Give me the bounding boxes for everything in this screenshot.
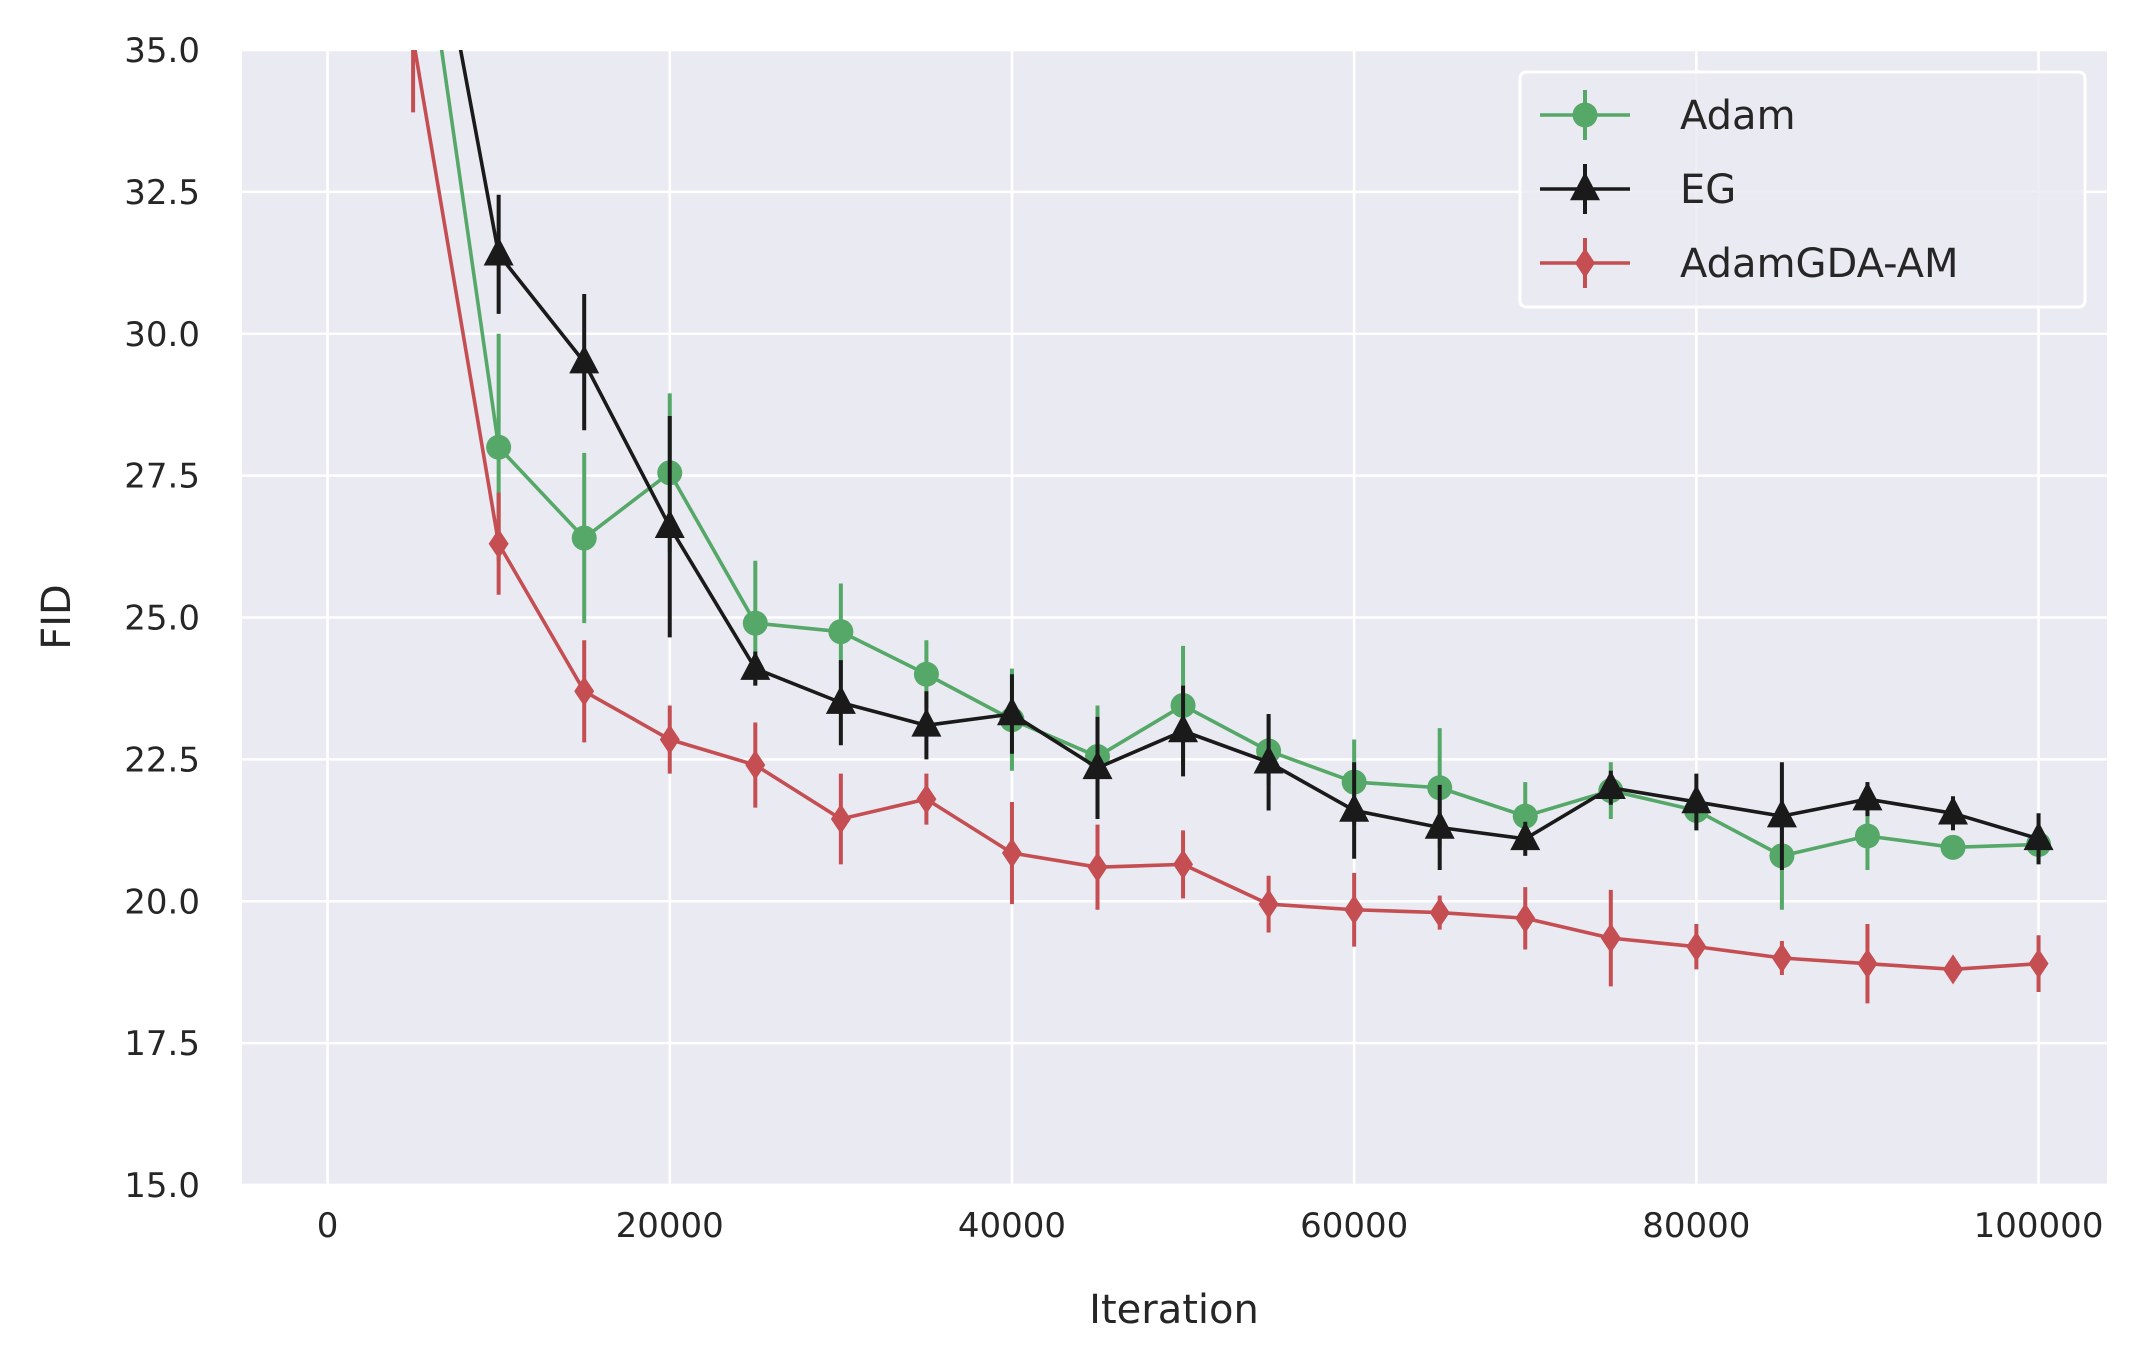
series-eg (458, 50, 2054, 871)
y-axis-label: FID (34, 584, 80, 650)
data-point (1082, 750, 1113, 780)
y-axis-ticks: 15.0 17.5 20.0 22.5 25.0 27.5 30.0 32.5 35.0 (124, 31, 200, 1206)
data-point (1258, 889, 1279, 920)
data-point (1515, 903, 1536, 934)
data-point (2023, 821, 2054, 851)
data-point (1510, 821, 1541, 851)
data-point (1771, 943, 1792, 973)
data-point (911, 708, 942, 737)
data-point (1938, 796, 1969, 825)
series-adamgda-am (411, 50, 2049, 1004)
y-tick-label: 35.0 (124, 31, 200, 71)
data-point (742, 610, 768, 636)
series-line-eg (458, 50, 2040, 841)
legend-label: Adam (1680, 93, 1796, 139)
series-line-adam (439, 50, 2039, 858)
x-tick-label: 20000 (616, 1206, 724, 1246)
data-point (1852, 781, 1883, 811)
data-point (830, 803, 851, 834)
data-point (1595, 770, 1626, 799)
data-point (1681, 784, 1712, 814)
y-tick-label: 32.5 (124, 173, 200, 213)
data-point (1512, 803, 1538, 829)
data-point (483, 237, 514, 266)
data-point (1854, 823, 1880, 849)
legend-marker (1570, 171, 1600, 201)
x-axis-label: Iteration (1089, 1287, 1259, 1333)
legend-label: EG (1680, 167, 1736, 213)
data-point (1424, 810, 1455, 839)
data-point (1168, 713, 1199, 743)
x-tick-label: 100000 (1974, 1206, 2104, 1246)
legend-label: AdamGDA-AM (1680, 241, 1959, 287)
data-point (913, 661, 939, 687)
x-tick-label: 60000 (1300, 1206, 1408, 1246)
data-point (745, 750, 766, 781)
y-tick-label: 27.5 (124, 457, 200, 497)
data-point (486, 434, 512, 460)
data-point (1686, 931, 1707, 962)
y-tick-label: 25.0 (124, 599, 200, 639)
data-point (569, 344, 600, 374)
legend-entry-adam: Adam (1540, 90, 1796, 140)
legend: Adam EG AdamGDA-AM (1518, 70, 2087, 309)
x-tick-label: 40000 (958, 1206, 1066, 1246)
data-point (488, 528, 509, 559)
data-point (1429, 897, 1450, 928)
data-point (654, 509, 685, 538)
data-point (659, 724, 680, 755)
data-point (1253, 744, 1284, 774)
data-point (1857, 948, 1878, 979)
y-tick-label: 17.5 (124, 1024, 200, 1064)
data-point (1943, 954, 1964, 985)
data-point (1600, 923, 1621, 954)
data-point (828, 619, 854, 645)
legend-entry-adamgda-am: AdamGDA-AM (1540, 238, 1959, 288)
data-point (916, 784, 937, 815)
data-point (1339, 793, 1370, 822)
x-tick-label: 0 (317, 1206, 339, 1246)
data-point (1940, 834, 1966, 860)
legend-box (1518, 70, 2087, 309)
data-point (1001, 838, 1022, 869)
y-tick-label: 30.0 (124, 315, 200, 355)
data-point (2028, 948, 2049, 979)
series-line-adamgda-am (413, 50, 2039, 972)
data-point (825, 685, 856, 714)
data-point (996, 696, 1027, 726)
data-point (1766, 798, 1797, 828)
data-point (571, 525, 597, 551)
data-point (740, 651, 771, 680)
legend-entry-eg: EG (1540, 164, 1736, 214)
y-tick-label: 22.5 (124, 740, 200, 780)
data-point (1087, 852, 1108, 883)
y-tick-label: 20.0 (124, 882, 200, 922)
data-point (1344, 894, 1365, 925)
x-tick-label: 80000 (1642, 1206, 1750, 1246)
grid (242, 48, 2107, 1187)
data-point (1173, 849, 1194, 880)
legend-marker (1575, 248, 1595, 278)
data-point (574, 676, 595, 707)
x-axis-ticks: 0 20000 40000 60000 80000 100000 (317, 1206, 2104, 1246)
plot-area (411, 50, 2054, 1004)
legend-marker (1572, 102, 1598, 128)
y-tick-label: 15.0 (124, 1166, 200, 1206)
